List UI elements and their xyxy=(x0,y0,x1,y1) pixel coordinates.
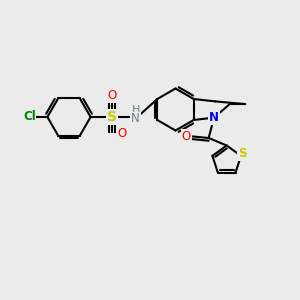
Text: H: H xyxy=(132,105,140,116)
Text: Cl: Cl xyxy=(23,110,36,124)
Text: S: S xyxy=(238,147,247,160)
Text: N: N xyxy=(209,111,219,124)
Text: S: S xyxy=(107,110,117,124)
Text: O: O xyxy=(108,89,117,102)
Text: N: N xyxy=(131,112,140,125)
Text: O: O xyxy=(117,127,126,140)
Text: O: O xyxy=(182,130,191,143)
